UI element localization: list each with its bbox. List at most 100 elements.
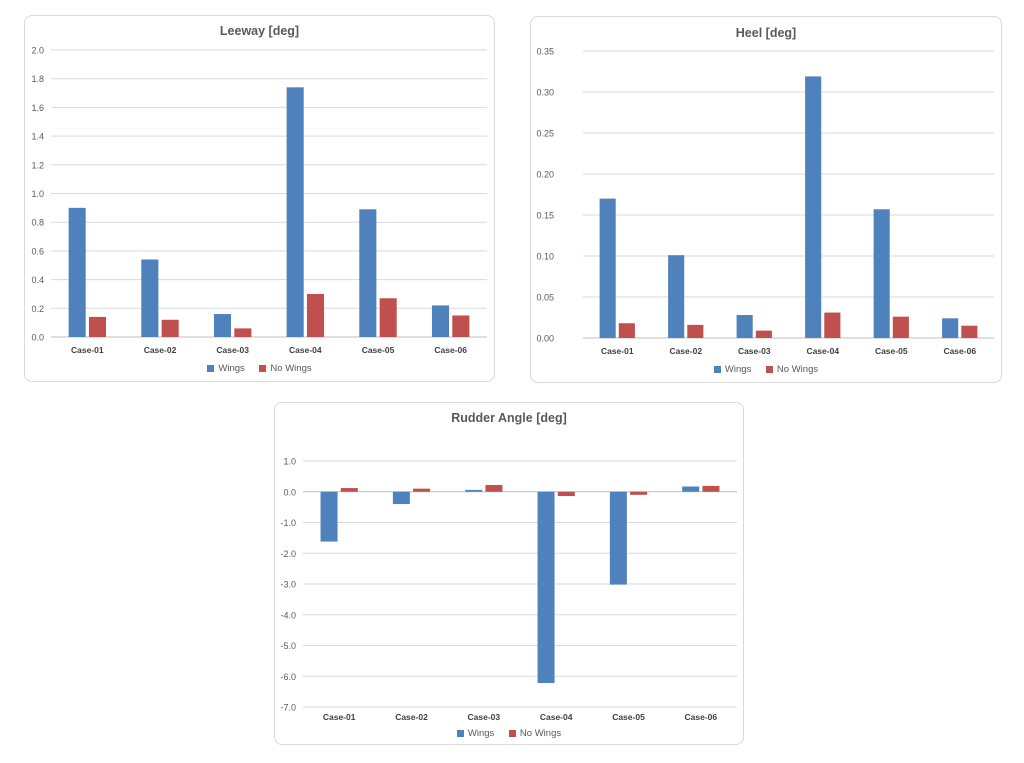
rudder-angle-chart-panel: Rudder Angle [deg] -7.0 -6.0 -5.0 -4.0 -3.0-… [274,402,744,745]
bar-no-wings-case-06 [702,485,720,492]
y-tick-label: -1.0 [280,518,296,528]
y-tick-label: 0.20 [536,170,554,180]
bar-no-wings-case-02 [687,324,704,338]
y-tick-label: 0.2 [31,304,44,314]
y-tick-label: 2.0 [31,46,44,56]
heel-chart-legend: Wings No Wings [531,364,1001,376]
y-tick-label: 1.0 [31,189,44,199]
x-tick-label: Case-05 [875,346,908,356]
x-tick-label: Case-04 [289,345,322,355]
leeway-chart-legend: Wings No Wings [25,363,494,375]
legend-label-no-wings: No Wings [270,363,312,374]
legend-item-no-wings: No Wings [259,363,312,374]
legend-item-no-wings: No Wings [765,364,819,375]
bar-wings-case-02 [668,255,685,338]
x-tick-label: Case-04 [540,712,573,722]
bar-no-wings-case-05 [892,316,909,338]
legend-swatch-wings [713,366,721,373]
bar-no-wings-case-04 [824,312,841,338]
y-tick-label: -3.0 [280,580,296,590]
x-tick-label: Case-02 [395,712,428,722]
bar-wings-case-02 [392,491,410,505]
y-tick-label: -6.0 [280,672,296,682]
leeway-chart-plot: 0.0 0.2 0.4 0.6 0.8 1.0 1.2 1.4 1.6 1.8 2.0 Case-01… [31,46,487,355]
leeway-chart-title: Leeway [deg] [219,24,300,38]
bar-no-wings-case-04 [306,293,325,337]
bar-wings-case-04 [805,76,822,339]
y-tick-label: 0.6 [31,246,44,256]
rudder-angle-chart-legend: Wings No Wings [275,728,743,740]
bar-no-wings-case-03 [234,328,252,337]
y-tick-label: 0.10 [536,252,554,262]
bar-wings-case-05 [873,209,890,338]
legend-label-wings: Wings [218,363,245,374]
bar-no-wings-case-04 [557,491,575,497]
y-tick-label: 0.35 [536,47,554,57]
y-tick-label: 0.15 [536,211,554,221]
bar-no-wings-case-01 [618,323,635,338]
x-tick-label: Case-01 [323,712,356,722]
x-tick-label: Case-02 [669,346,702,356]
x-tick-label: Case-06 [685,712,718,722]
bar-no-wings-case-01 [340,488,358,492]
legend-swatch-no-wings [508,730,516,737]
bar-wings-case-06 [682,486,700,492]
bar-no-wings-case-05 [379,298,397,337]
bar-no-wings-case-02 [413,488,431,492]
y-tick-label: 0.30 [536,88,554,98]
legend-item-wings: Wings [207,363,245,374]
x-tick-label: Case-01 [71,345,104,355]
y-tick-label: 0.8 [31,218,44,228]
y-tick-label: 0.05 [536,293,554,303]
leeway-chart-panel: Leeway [deg] 0.0 0.2 0.4 0.6 0.8 1.0 1.2 1.4 1.6… [24,15,495,382]
x-tick-label: Case-04 [806,346,839,356]
x-tick-label: Case-06 [943,346,976,356]
heel-chart-panel: Heel [deg] 0.00 0.05 0.10 0.15 0.20 0.25 0.30 0… [530,16,1002,383]
bar-wings-case-04 [286,87,304,337]
legend-item-no-wings: No Wings [508,728,561,739]
bar-wings-case-06 [431,305,450,337]
legend-swatch-no-wings [765,366,773,373]
bar-wings-case-04 [537,491,555,684]
x-tick-label: Case-06 [434,345,467,355]
bar-wings-case-02 [141,259,159,337]
x-tick-label: Case-03 [468,712,501,722]
x-tick-label: Case-03 [738,346,771,356]
bar-no-wings-case-01 [88,316,107,337]
y-tick-label: 0.4 [31,275,44,285]
y-tick-label: -2.0 [280,549,296,559]
x-tick-label: Case-03 [216,345,249,355]
y-tick-label: 0.00 [536,334,554,344]
bar-no-wings-case-03 [755,330,772,338]
y-tick-label: 1.4 [31,132,44,142]
bar-wings-case-03 [465,489,483,492]
legend-item-wings: Wings [456,728,495,739]
legend-swatch-wings [456,730,464,737]
bar-no-wings-case-06 [452,315,470,337]
bar-wings-case-01 [68,207,86,337]
y-tick-label: 1.8 [31,74,44,84]
x-tick-label: Case-05 [612,712,645,722]
x-tick-label: Case-05 [362,345,395,355]
heel-chart-title: Heel [deg] [735,26,797,40]
x-tick-label: Case-02 [144,345,177,355]
y-tick-label: -7.0 [280,703,296,713]
rudder-angle-chart-title: Rudder Angle [deg] [451,411,567,425]
y-tick-label: 0.0 [283,487,296,497]
y-tick-label: 1.0 [283,457,296,467]
legend-label-no-wings: No Wings [776,364,819,375]
legend-swatch-wings [207,365,215,372]
bar-wings-case-05 [609,491,627,585]
y-tick-label: -4.0 [280,610,296,620]
bar-wings-case-06 [942,318,959,338]
y-tick-label: 0.25 [536,129,554,139]
legend-label-wings: Wings [467,728,495,739]
bar-wings-case-01 [599,198,616,338]
y-tick-label: 1.6 [31,103,44,113]
bar-no-wings-case-03 [485,484,503,492]
rudder-angle-chart-plot: -7.0 -6.0 -5.0 -4.0 -3.0 -2.0 -1.0 0.0 1.0 Case-0… [280,457,737,722]
y-tick-label: 0.0 [31,333,44,343]
bar-no-wings-case-02 [161,319,179,337]
legend-swatch-no-wings [259,365,267,372]
heel-chart-plot: 0.00 0.05 0.10 0.15 0.20 0.25 0.30 0.35 Case-01 C… [536,47,994,356]
